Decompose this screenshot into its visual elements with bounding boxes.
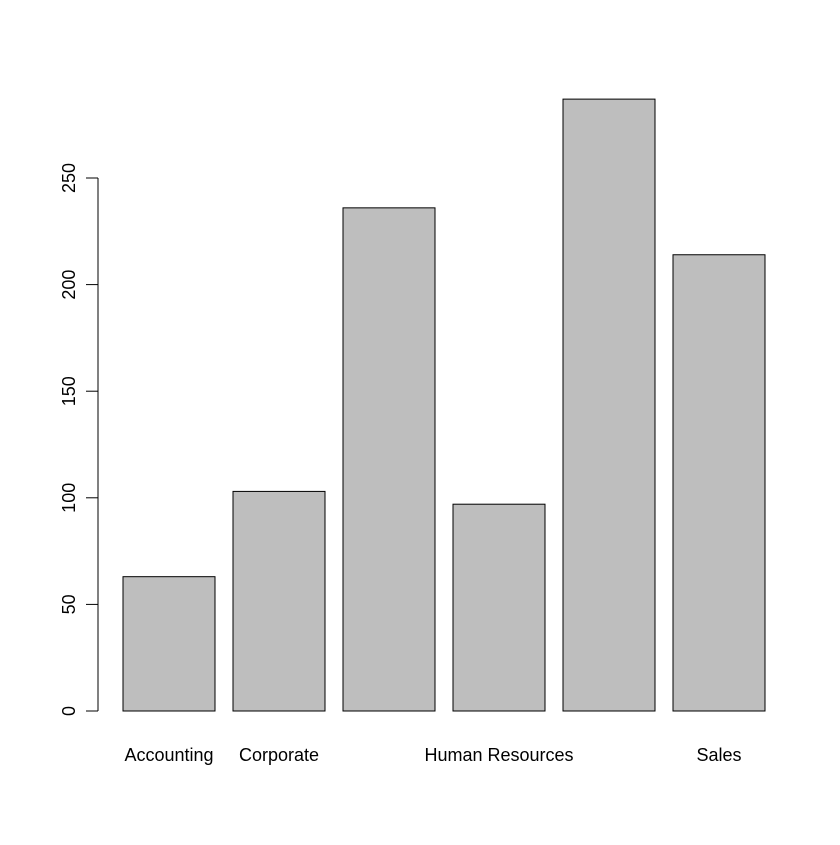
x-tick-label: Accounting — [124, 745, 213, 765]
x-tick-label: Human Resources — [424, 745, 573, 765]
bar — [672, 254, 766, 712]
y-axis: 0 50 100 150 200 250 — [59, 163, 99, 716]
y-tick-label: 50 — [59, 594, 79, 614]
y-tick-label: 150 — [59, 376, 79, 406]
bars — [122, 98, 766, 712]
x-tick-label: Sales — [696, 745, 741, 765]
bar — [562, 98, 656, 712]
bar — [342, 207, 436, 712]
bar — [122, 576, 216, 712]
y-tick-label: 250 — [59, 163, 79, 193]
y-tick-label: 100 — [59, 483, 79, 513]
x-tick-label: Corporate — [239, 745, 319, 765]
y-tick-label: 200 — [59, 270, 79, 300]
x-axis-labels: Accounting Corporate Human Resources Sales — [124, 745, 741, 765]
y-tick-label: 0 — [59, 706, 79, 716]
bar — [232, 490, 326, 712]
bar — [452, 503, 546, 712]
